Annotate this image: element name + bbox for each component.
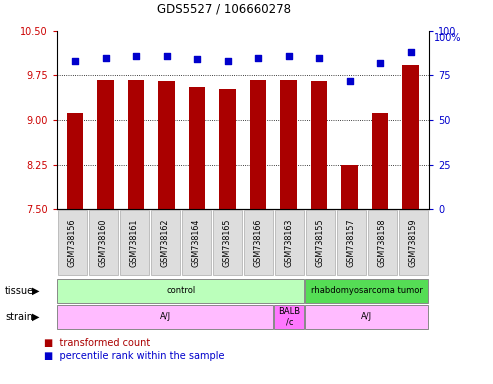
Text: 100%: 100% (433, 33, 461, 43)
Text: BALB
/c: BALB /c (278, 307, 300, 327)
Point (315, 55, 323, 61)
Bar (67, 113, 83, 209)
Text: GSM738166: GSM738166 (254, 219, 263, 267)
Text: GSM738156: GSM738156 (68, 218, 77, 267)
Text: strain: strain (5, 312, 33, 322)
Point (376, 60, 384, 66)
Bar (97, 79, 114, 209)
Point (193, 56, 201, 62)
Point (254, 55, 262, 61)
Text: GSM738164: GSM738164 (192, 219, 201, 267)
Text: control: control (166, 286, 195, 295)
Text: GSM738159: GSM738159 (409, 218, 418, 267)
Text: ▶: ▶ (32, 312, 39, 322)
Point (346, 78, 353, 84)
Bar (311, 81, 327, 209)
Bar (128, 79, 144, 209)
Bar (189, 87, 206, 209)
Point (132, 53, 140, 59)
Point (284, 53, 292, 59)
Point (163, 53, 171, 59)
Text: A/J: A/J (160, 313, 171, 321)
Point (71, 58, 79, 64)
Bar (158, 81, 175, 209)
Bar (249, 79, 266, 209)
Bar (402, 65, 419, 209)
Point (224, 58, 232, 64)
Text: ■  transformed count: ■ transformed count (44, 338, 151, 348)
Text: GSM738161: GSM738161 (130, 219, 139, 267)
Text: tissue: tissue (5, 286, 34, 296)
Bar (219, 89, 236, 209)
Text: ■  percentile rank within the sample: ■ percentile rank within the sample (44, 351, 225, 361)
Bar (372, 113, 388, 209)
Text: GSM738155: GSM738155 (316, 218, 325, 267)
Text: GSM738162: GSM738162 (161, 218, 170, 267)
Text: GSM738165: GSM738165 (223, 218, 232, 267)
Point (102, 55, 109, 61)
Text: A/J: A/J (361, 313, 372, 321)
Bar (280, 80, 297, 209)
Text: GDS5527 / 106660278: GDS5527 / 106660278 (157, 2, 291, 15)
Text: GSM738163: GSM738163 (285, 219, 294, 267)
Point (407, 49, 415, 55)
Text: ▶: ▶ (32, 286, 39, 296)
Text: GSM738160: GSM738160 (99, 219, 108, 267)
Text: GSM738158: GSM738158 (378, 218, 387, 267)
Text: rhabdomyosarcoma tumor: rhabdomyosarcoma tumor (311, 286, 423, 295)
Bar (341, 165, 358, 209)
Text: GSM738157: GSM738157 (347, 218, 356, 267)
